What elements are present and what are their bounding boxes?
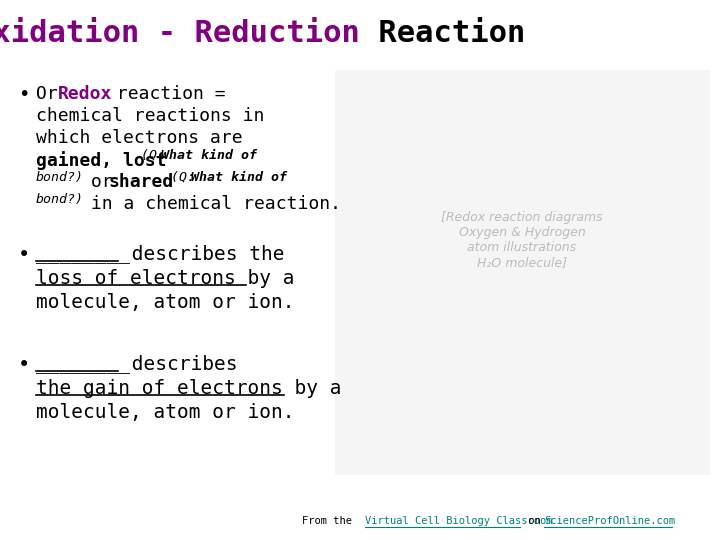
Text: shared: shared bbox=[108, 173, 174, 191]
Text: From the: From the bbox=[302, 516, 365, 526]
Text: ScienceProfOnline.com: ScienceProfOnline.com bbox=[544, 516, 675, 526]
Text: describes the: describes the bbox=[120, 245, 284, 264]
Text: describes: describes bbox=[120, 355, 238, 374]
Text: [Redox reaction diagrams
Oxygen & Hydrogen
atom illustrations
H₂O molecule]: [Redox reaction diagrams Oxygen & Hydrog… bbox=[441, 211, 603, 269]
Text: chemical reactions in: chemical reactions in bbox=[36, 107, 264, 125]
Text: •: • bbox=[18, 245, 30, 265]
Text: which electrons are: which electrons are bbox=[36, 129, 243, 147]
Text: the gain of electrons by a: the gain of electrons by a bbox=[36, 379, 341, 398]
Text: gained, lost: gained, lost bbox=[36, 151, 166, 170]
Text: Redox: Redox bbox=[58, 85, 112, 103]
FancyBboxPatch shape bbox=[335, 70, 710, 475]
Text: •: • bbox=[18, 355, 30, 375]
Text: loss of electrons by a: loss of electrons by a bbox=[36, 269, 294, 288]
Text: Virtual Cell Biology Classroom: Virtual Cell Biology Classroom bbox=[365, 516, 552, 526]
Text: bond?): bond?) bbox=[36, 171, 84, 184]
Text: ________: ________ bbox=[36, 245, 130, 264]
Text: reaction =: reaction = bbox=[106, 85, 225, 103]
Text: What kind of: What kind of bbox=[191, 171, 287, 184]
Text: (Q:: (Q: bbox=[133, 149, 173, 162]
Text: molecule, atom or ion.: molecule, atom or ion. bbox=[36, 293, 294, 312]
Text: Reaction: Reaction bbox=[360, 19, 526, 48]
Text: bond?): bond?) bbox=[36, 193, 84, 206]
Text: Or: Or bbox=[36, 85, 68, 103]
Text: on: on bbox=[522, 516, 547, 526]
Text: ________: ________ bbox=[36, 355, 130, 374]
Text: •: • bbox=[18, 85, 30, 104]
Text: What kind of: What kind of bbox=[161, 149, 257, 162]
Text: or: or bbox=[80, 173, 124, 191]
Text: in a chemical reaction.: in a chemical reaction. bbox=[80, 195, 341, 213]
Text: Oxidation - Reduction: Oxidation - Reduction bbox=[0, 19, 360, 48]
Text: molecule, atom or ion.: molecule, atom or ion. bbox=[36, 403, 294, 422]
Text: (Q:: (Q: bbox=[163, 171, 203, 184]
